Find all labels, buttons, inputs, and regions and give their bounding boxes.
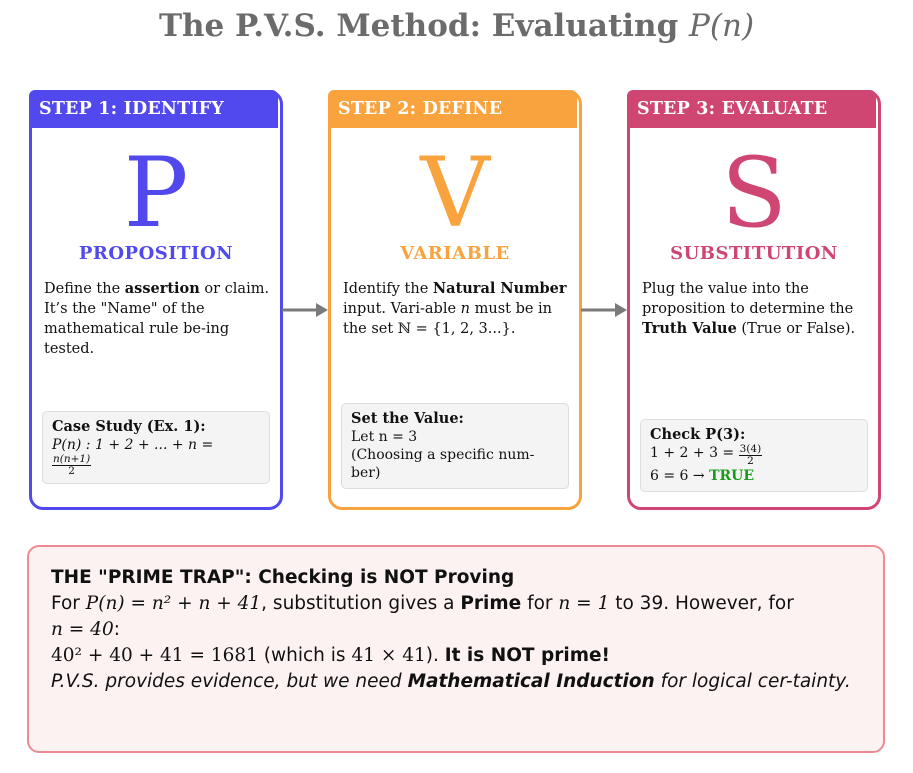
text: for logical cer-tainty. xyxy=(654,671,851,692)
true-badge: TRUE xyxy=(709,468,755,484)
step-2-tab: STEP 2: DEFINE xyxy=(328,90,577,128)
fraction: 3(4) 2 xyxy=(738,443,763,467)
text: P.V.S. provides evidence, but we need xyxy=(51,671,408,692)
desc-text: must be in the set ℕ = {1, 2, 3...}. xyxy=(343,301,553,337)
prime-trap-heading: THE "PRIME TRAP": Checking is NOT Provin… xyxy=(51,567,515,588)
fraction-denominator: 2 xyxy=(747,455,754,467)
math-expr: 41 × 41 xyxy=(351,645,426,666)
bold-text: It is NOT prime! xyxy=(444,645,610,666)
math: n = 1 xyxy=(558,593,609,614)
prime-trap-line-3: 40² + 40 + 41 = 1681 (which is 41 × 41).… xyxy=(51,643,861,669)
fraction-numerator: 3(4) xyxy=(738,443,763,456)
step-3-letter: S xyxy=(721,137,787,249)
math-expr: n = 1 xyxy=(558,593,610,614)
step-1-tab: STEP 1: IDENTIFY xyxy=(29,90,278,128)
prime-trap-box: THE "PRIME TRAP": Checking is NOT Provin… xyxy=(27,545,885,753)
step-3-card: STEP 3: EVALUATE S SUBSTITUTION Plug the… xyxy=(627,90,881,510)
step-1-description: Define the assertion or claim. It’s the … xyxy=(44,279,270,359)
desc-text: or claim. It’s the "Name" of the mathema… xyxy=(44,281,270,357)
text: for xyxy=(521,593,559,614)
step-3-tab: STEP 3: EVALUATE xyxy=(627,90,876,128)
set-value-line: Let n = 3 xyxy=(351,429,418,445)
case-study-fraction-row: n(n+1) 2 xyxy=(52,454,260,477)
check-result-row: 6 = 6 → TRUE xyxy=(650,467,858,485)
step-3-word: SUBSTITUTION xyxy=(670,243,838,264)
step-2-letter: V xyxy=(420,137,490,249)
prime-trap-line-1: For P(n) = n² + n + 41, substitution giv… xyxy=(51,591,861,617)
title-text: The P.V.S. Method: Evaluating xyxy=(158,8,690,44)
check-line: 1 + 2 + 3 = xyxy=(650,445,735,461)
desc-text: Define the xyxy=(44,281,125,297)
fraction-denominator: 2 xyxy=(68,465,75,477)
step-2-description: Identify the Natural Number input. Vari-… xyxy=(343,279,569,339)
step-1-word: PROPOSITION xyxy=(78,243,234,264)
step-2-word: VARIABLE xyxy=(400,243,510,264)
check-line: 6 = 6 → xyxy=(650,468,705,484)
text: (which is xyxy=(257,645,352,666)
text: For xyxy=(51,593,86,614)
page-title: The P.V.S. Method: Evaluating P(n) xyxy=(0,8,913,44)
text: ). xyxy=(425,645,445,666)
fraction-numerator: n(n+1) xyxy=(52,453,92,466)
bold-text: Mathematical Induction xyxy=(407,671,655,692)
case-study-box: Case Study (Ex. 1): P(n) : 1 + 2 + ... +… xyxy=(42,411,270,484)
desc-text: input. Vari-able xyxy=(343,301,461,317)
desc-text: Plug the value into the proposition to d… xyxy=(642,281,854,317)
math-expr: 40² + 40 + 41 = 1681 xyxy=(51,645,258,666)
desc-bold: Truth Value xyxy=(642,320,737,337)
math: P(n) = n² + n + 41 xyxy=(86,593,261,614)
math-expr: n = 40 xyxy=(51,619,114,640)
case-study-title: Case Study (Ex. 1): xyxy=(52,418,206,435)
math-expr: P(n) = n² + n + 41 xyxy=(85,593,262,614)
fraction: n(n+1) 2 xyxy=(52,453,92,477)
check-equation: 1 + 2 + 3 = 3(4) 2 xyxy=(650,444,858,467)
math: n = 40 xyxy=(51,619,114,640)
text: , substitution gives a xyxy=(261,593,461,614)
desc-bold: assertion xyxy=(124,280,200,297)
text: to 39. However, for xyxy=(609,593,794,614)
set-value-note: (Choosing a specific num-ber) xyxy=(351,447,535,481)
prime-trap-line-2: n = 40: xyxy=(51,617,861,643)
desc-text: Identify the xyxy=(343,281,433,297)
prime-trap-line-4: P.V.S. provides evidence, but we need Ma… xyxy=(51,669,861,695)
desc-bold: Natural Number xyxy=(432,280,567,297)
set-value-box: Set the Value: Let n = 3 (Choosing a spe… xyxy=(341,403,569,489)
formula-line: P(n) : 1 + 2 + ... + n = xyxy=(52,437,214,453)
step-2-card: STEP 2: DEFINE V VARIABLE Identify the N… xyxy=(328,90,582,510)
step-3-description: Plug the value into the proposition to d… xyxy=(642,279,868,339)
step-1-letter: P xyxy=(123,137,189,249)
text: : xyxy=(113,619,120,640)
step-1-card: STEP 1: IDENTIFY P PROPOSITION Define th… xyxy=(29,90,283,510)
bold-text: Prime xyxy=(460,593,522,614)
case-study-formula: P(n) : 1 + 2 + ... + n = xyxy=(52,436,260,454)
check-box: Check P(3): 1 + 2 + 3 = 3(4) 2 6 = 6 → TR… xyxy=(640,419,868,492)
desc-text: (True or False). xyxy=(736,321,856,337)
right-arrow-icon xyxy=(581,303,627,317)
check-title: Check P(3): xyxy=(650,426,746,443)
set-value-title: Set the Value: xyxy=(351,410,464,427)
title-math: P(n) xyxy=(689,8,755,44)
right-arrow-icon xyxy=(282,303,328,317)
desc-variable: n xyxy=(460,301,470,317)
